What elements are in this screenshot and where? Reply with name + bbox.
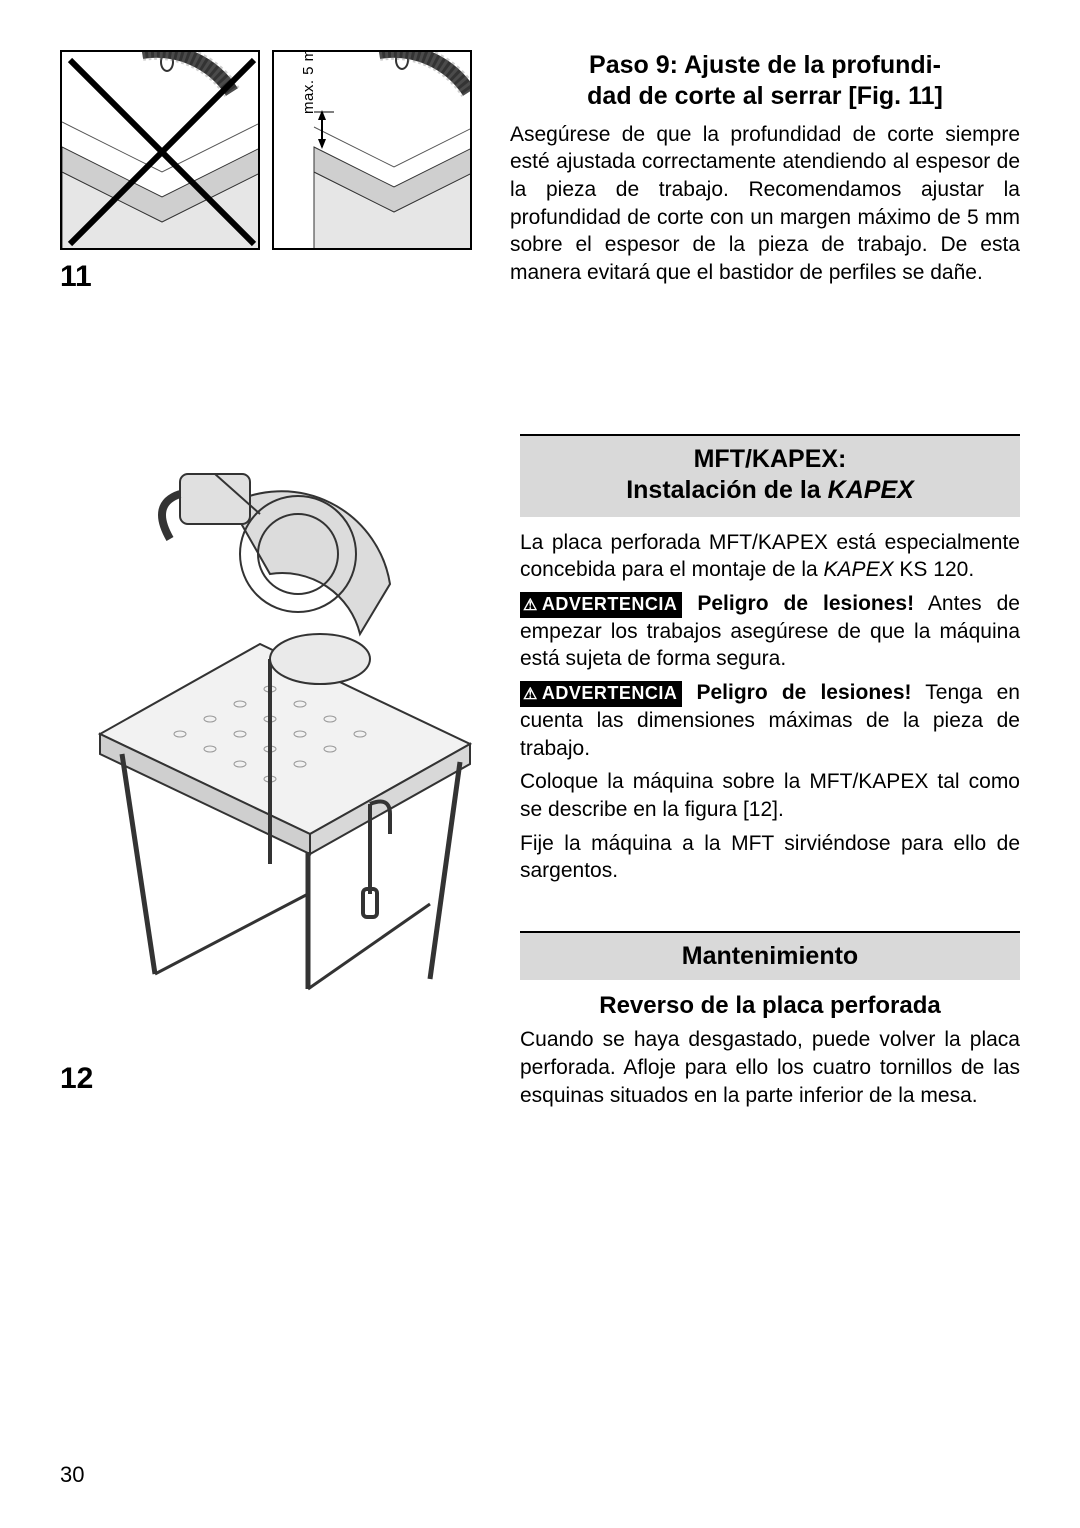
- page: max. 5 mm 11 Paso 9: Ajuste de la profun…: [60, 50, 1020, 1488]
- kapex-warn1: ADVERTENCIA Peligro de lesiones! Antes d…: [520, 590, 1020, 673]
- kapex-banner-l2a: Instalación de la: [626, 476, 827, 504]
- kapex-warn2-title: Peligro de lesiones!: [682, 681, 911, 704]
- kapex-p2: Coloque la máquina sobre la MFT/KAPEX ta…: [520, 768, 1020, 823]
- spacer: [520, 891, 1020, 931]
- figure-12-column: 12: [60, 434, 490, 1116]
- step9-title-l1: Paso 9: Ajuste de la profundi-: [589, 51, 941, 79]
- kapex-warn1-title: Peligro de lesiones!: [682, 592, 914, 615]
- figure-11-right: max. 5 mm: [272, 50, 472, 250]
- step9-text: Paso 9: Ajuste de la profundi- dad de co…: [510, 50, 1020, 294]
- right-text-column: MFT/KAPEX: Instalación de la KAPEX La pl…: [520, 434, 1020, 1116]
- mant-subheading: Reverso de la placa perforada: [520, 992, 1020, 1020]
- page-number: 30: [60, 1462, 84, 1488]
- kapex-banner-l1: MFT/KAPEX:: [694, 445, 847, 473]
- mant-banner: Mantenimiento: [520, 931, 1020, 980]
- step9-title-l2: dad de corte al serrar [Fig. 11]: [587, 82, 943, 110]
- step9-heading: Paso 9: Ajuste de la profundi- dad de co…: [510, 50, 1020, 113]
- figure-11-pair: max. 5 mm: [60, 50, 480, 250]
- figure-11-column: max. 5 mm 11: [60, 50, 480, 294]
- mant-paragraph: Cuando se haya desgastado, puede volver …: [520, 1026, 1020, 1109]
- mant-body: Cuando se haya desgastado, puede volver …: [520, 1026, 1020, 1109]
- kapex-p1: La placa perforada MFT/KAPEX está especi…: [520, 529, 1020, 584]
- max-5mm-label: max. 5 mm: [300, 50, 317, 114]
- kapex-p1c: KS 120.: [894, 558, 975, 581]
- figure-12-svg: [60, 434, 490, 994]
- kapex-warn2: ADVERTENCIA Peligro de lesiones! Tenga e…: [520, 679, 1020, 762]
- kapex-banner: MFT/KAPEX: Instalación de la KAPEX: [520, 434, 1020, 517]
- kapex-p1b: KAPEX: [824, 558, 894, 581]
- figure-12-number: 12: [60, 1062, 93, 1096]
- figure-12: [60, 434, 490, 994]
- kapex-p3: Fije la máquina a la MFT sirviéndose par…: [520, 830, 1020, 885]
- figure-11-number: 11: [60, 260, 480, 294]
- mant-banner-text: Mantenimiento: [682, 942, 858, 970]
- warning-badge-2: ADVERTENCIA: [520, 681, 682, 707]
- figure-11-left: [60, 50, 260, 250]
- step9-paragraph: Asegúrese de que la profundidad de corte…: [510, 121, 1020, 287]
- figure-11-left-svg: [62, 52, 260, 250]
- step9-body: Asegúrese de que la profundidad de corte…: [510, 121, 1020, 287]
- row-2: 12 MFT/KAPEX: Instalación de la KAPEX La…: [60, 434, 1020, 1116]
- warning-badge-1: ADVERTENCIA: [520, 592, 682, 618]
- kapex-banner-l2b: KAPEX: [828, 476, 914, 504]
- row-1: max. 5 mm 11 Paso 9: Ajuste de la profun…: [60, 50, 1020, 294]
- kapex-body: La placa perforada MFT/KAPEX está especi…: [520, 529, 1020, 886]
